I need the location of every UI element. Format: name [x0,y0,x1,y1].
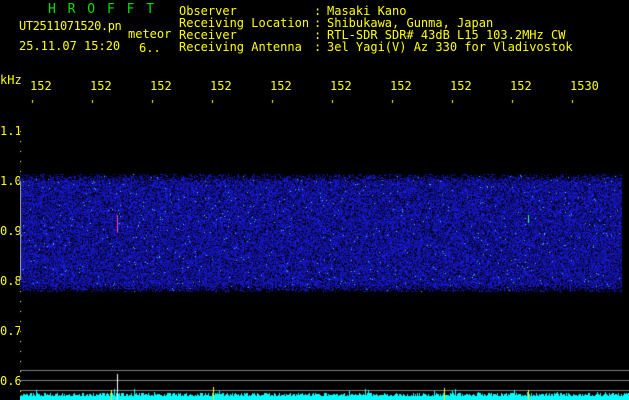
mode-label: meteor [128,27,172,41]
x-tick-label: 1529 [510,80,532,92]
field-value: Masaki Kano [327,4,407,18]
x-tick-label: 1530 [570,80,599,92]
field-label: Receiving Location [179,16,310,30]
field-colon: : [314,4,322,18]
counter: 6.. [139,41,161,55]
y-tick-label: 0.7 [0,324,22,338]
field-value: 3el Yagi(V) Az 330 for Vladivostok [327,40,573,54]
y-unit-label: kHz [0,73,22,87]
x-tick-label: 1524 [210,80,232,92]
field-label: Receiver [179,28,237,42]
x-tick-label: 1525 [270,80,292,92]
app-title: H R O F F T [48,2,157,17]
field-colon: : [314,28,322,42]
y-tick-label: 1.1 [0,124,22,138]
field-value: RTL-SDR SDR# 43dB L15 103.2MHz CW [327,28,566,42]
x-tick-label: 1527 [390,80,412,92]
y-tick-label: 0.9 [0,224,22,238]
y-tick-label: 0.6 [0,374,22,388]
x-tick-label: 1522 [90,80,112,92]
field-label: Observer [179,4,237,18]
spectrogram [20,100,629,400]
x-tick-label: 1523 [150,80,172,92]
field-colon: : [314,16,322,30]
x-tick-label: 1526 [330,80,352,92]
y-tick-label: 0.8 [0,274,22,288]
field-label: Receiving Antenna [179,40,302,54]
filename: UT2511071520.pn [19,19,122,33]
y-tick-label: 1.0 [0,174,22,188]
datetime: 25.11.07 15:20 [19,39,121,53]
x-tick-label: 1528 [450,80,472,92]
field-value: Shibukawa, Gunma, Japan [327,16,494,30]
field-colon: : [314,40,322,54]
